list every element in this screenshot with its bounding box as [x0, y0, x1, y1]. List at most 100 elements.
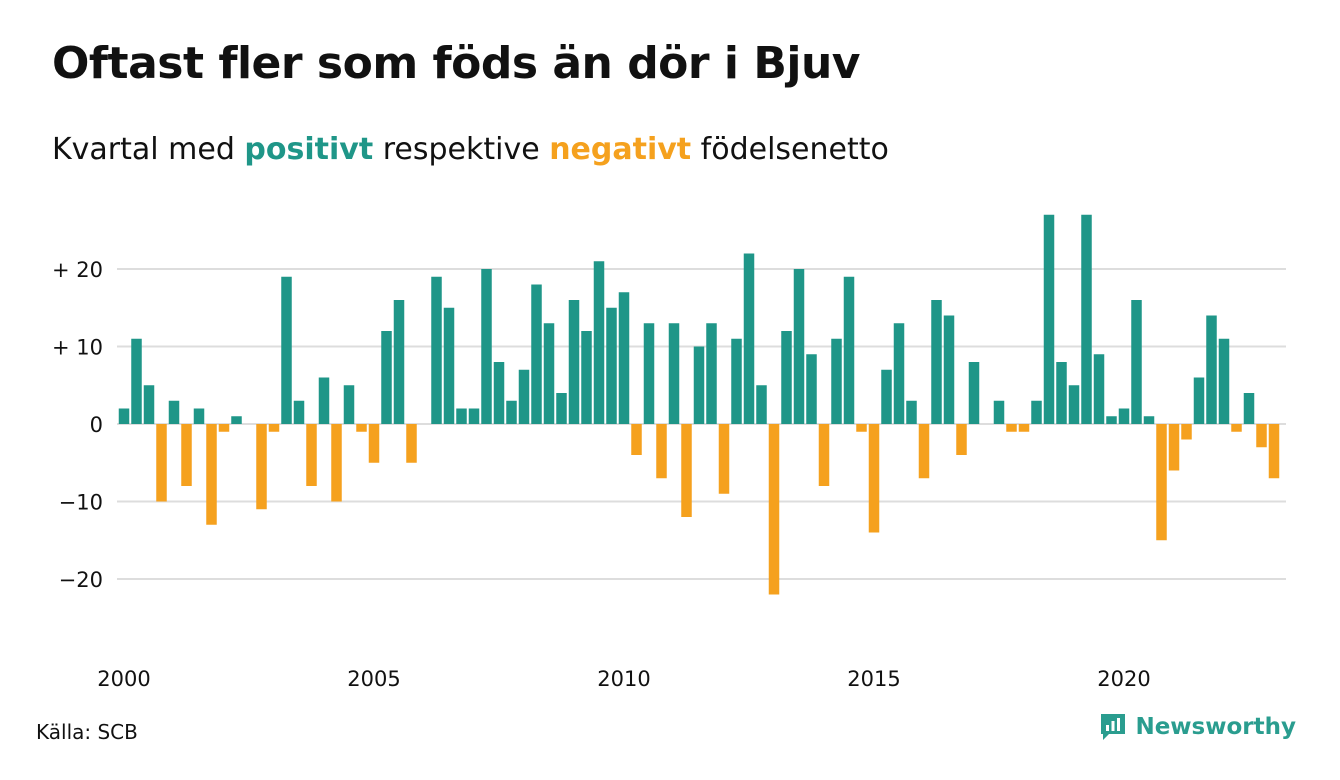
bar-negative	[331, 424, 342, 502]
bar-positive	[231, 416, 242, 424]
bar-positive	[643, 323, 655, 424]
bar-negative	[156, 424, 167, 502]
bar-positive	[1118, 408, 1130, 424]
bar-negative	[306, 424, 317, 486]
bar-positive	[393, 300, 405, 424]
chart-title: Oftast fler som föds än dör i Bjuv	[52, 38, 860, 89]
bar-positive	[1031, 400, 1042, 424]
bar-negative	[1256, 424, 1267, 448]
bar-positive	[1206, 315, 1217, 424]
bar-positive	[618, 292, 630, 424]
bar-positive	[1143, 416, 1155, 424]
bar-negative	[1006, 424, 1017, 432]
bar-positive	[893, 323, 905, 424]
bar-positive	[843, 276, 855, 424]
bar-positive	[1243, 393, 1255, 424]
bar-positive	[131, 338, 142, 424]
y-tick-label: −20	[59, 568, 103, 592]
bar-positive	[1106, 416, 1117, 424]
bar-negative	[718, 424, 730, 494]
y-tick-label: + 10	[52, 336, 103, 360]
bar-positive	[1131, 300, 1142, 424]
bar-positive	[493, 362, 505, 424]
bar-positive	[468, 408, 480, 424]
bar-positive	[143, 385, 155, 424]
bar-positive	[481, 269, 492, 424]
bar-positive	[581, 331, 592, 424]
bar-positive	[1068, 385, 1080, 424]
y-axis-ticks: + 20 + 10 0 −10 −20	[52, 258, 103, 592]
y-tick-label: + 20	[52, 258, 103, 282]
bar-negative	[1181, 424, 1192, 440]
bar-positive	[1043, 214, 1055, 424]
bar-negative	[256, 424, 267, 510]
bar-positive	[706, 323, 717, 424]
brand: Newsworthy	[1099, 712, 1296, 742]
bar-positive	[731, 338, 742, 424]
bar-negative	[681, 424, 692, 517]
bar-negative	[206, 424, 217, 525]
bar-positive	[318, 377, 330, 424]
bar-positive	[668, 323, 680, 424]
bar-negative	[181, 424, 192, 486]
bar-positive	[943, 315, 955, 424]
chart-subtitle: Kvartal med positivt respektive negativt…	[52, 132, 889, 167]
bar-positive	[793, 269, 805, 424]
bar-positive	[556, 393, 567, 424]
bar-positive	[1093, 354, 1105, 424]
bar-positive	[443, 307, 455, 424]
bar-positive	[293, 400, 305, 424]
bar-positive	[693, 346, 705, 424]
brand-name: Newsworthy	[1135, 714, 1296, 740]
bar-positive	[343, 385, 355, 424]
bar-positive	[118, 408, 130, 424]
x-tick-label: 2015	[847, 667, 900, 691]
x-tick-label: 2000	[97, 667, 150, 691]
bar-positive	[993, 400, 1005, 424]
bar-negative	[1156, 424, 1167, 541]
bar-positive	[431, 276, 442, 424]
subtitle-positive-label: positivt	[244, 132, 374, 167]
bar-negative	[1231, 424, 1242, 432]
bar-positive	[606, 307, 617, 424]
bar-positive	[1193, 377, 1205, 424]
bar-positive	[743, 253, 755, 424]
subtitle-prefix: Kvartal med	[52, 132, 245, 167]
bar-positive	[593, 261, 605, 424]
bar-negative	[818, 424, 830, 486]
bar-negative	[868, 424, 880, 533]
bar-positive	[531, 284, 542, 424]
bar-positive	[193, 408, 205, 424]
subtitle-negative-label: negativt	[549, 132, 692, 167]
bar-negative	[406, 424, 417, 463]
x-axis-ticks: 2000 2005 2010 2015 2020	[97, 667, 1150, 691]
bar-positive	[456, 408, 467, 424]
bar-positive	[931, 300, 942, 424]
bar-positive	[831, 338, 842, 424]
bar-positive	[906, 400, 917, 424]
bar-positive	[1081, 214, 1092, 424]
bar-negative	[631, 424, 642, 455]
bars	[118, 214, 1280, 595]
bar-positive	[518, 369, 530, 424]
bar-positive	[543, 323, 555, 424]
bar-positive	[781, 331, 792, 424]
bar-positive	[381, 331, 392, 424]
bar-positive	[281, 276, 292, 424]
bar-chart: + 20 + 10 0 −10 −20 2000 2005 2010 2015 2020	[52, 214, 1286, 691]
bar-negative	[356, 424, 367, 432]
source-note: Källa: SCB	[36, 720, 138, 744]
bar-positive	[806, 354, 817, 424]
bar-negative	[956, 424, 967, 455]
bar-negative	[856, 424, 867, 432]
y-tick-label: 0	[90, 413, 103, 437]
bar-negative	[218, 424, 230, 432]
bar-negative	[656, 424, 667, 479]
x-tick-label: 2020	[1097, 667, 1150, 691]
bar-positive	[1056, 362, 1067, 424]
bar-negative	[1168, 424, 1180, 471]
bar-positive	[568, 300, 580, 424]
bar-positive	[968, 362, 980, 424]
bar-positive	[506, 400, 517, 424]
bar-negative	[1268, 424, 1280, 479]
